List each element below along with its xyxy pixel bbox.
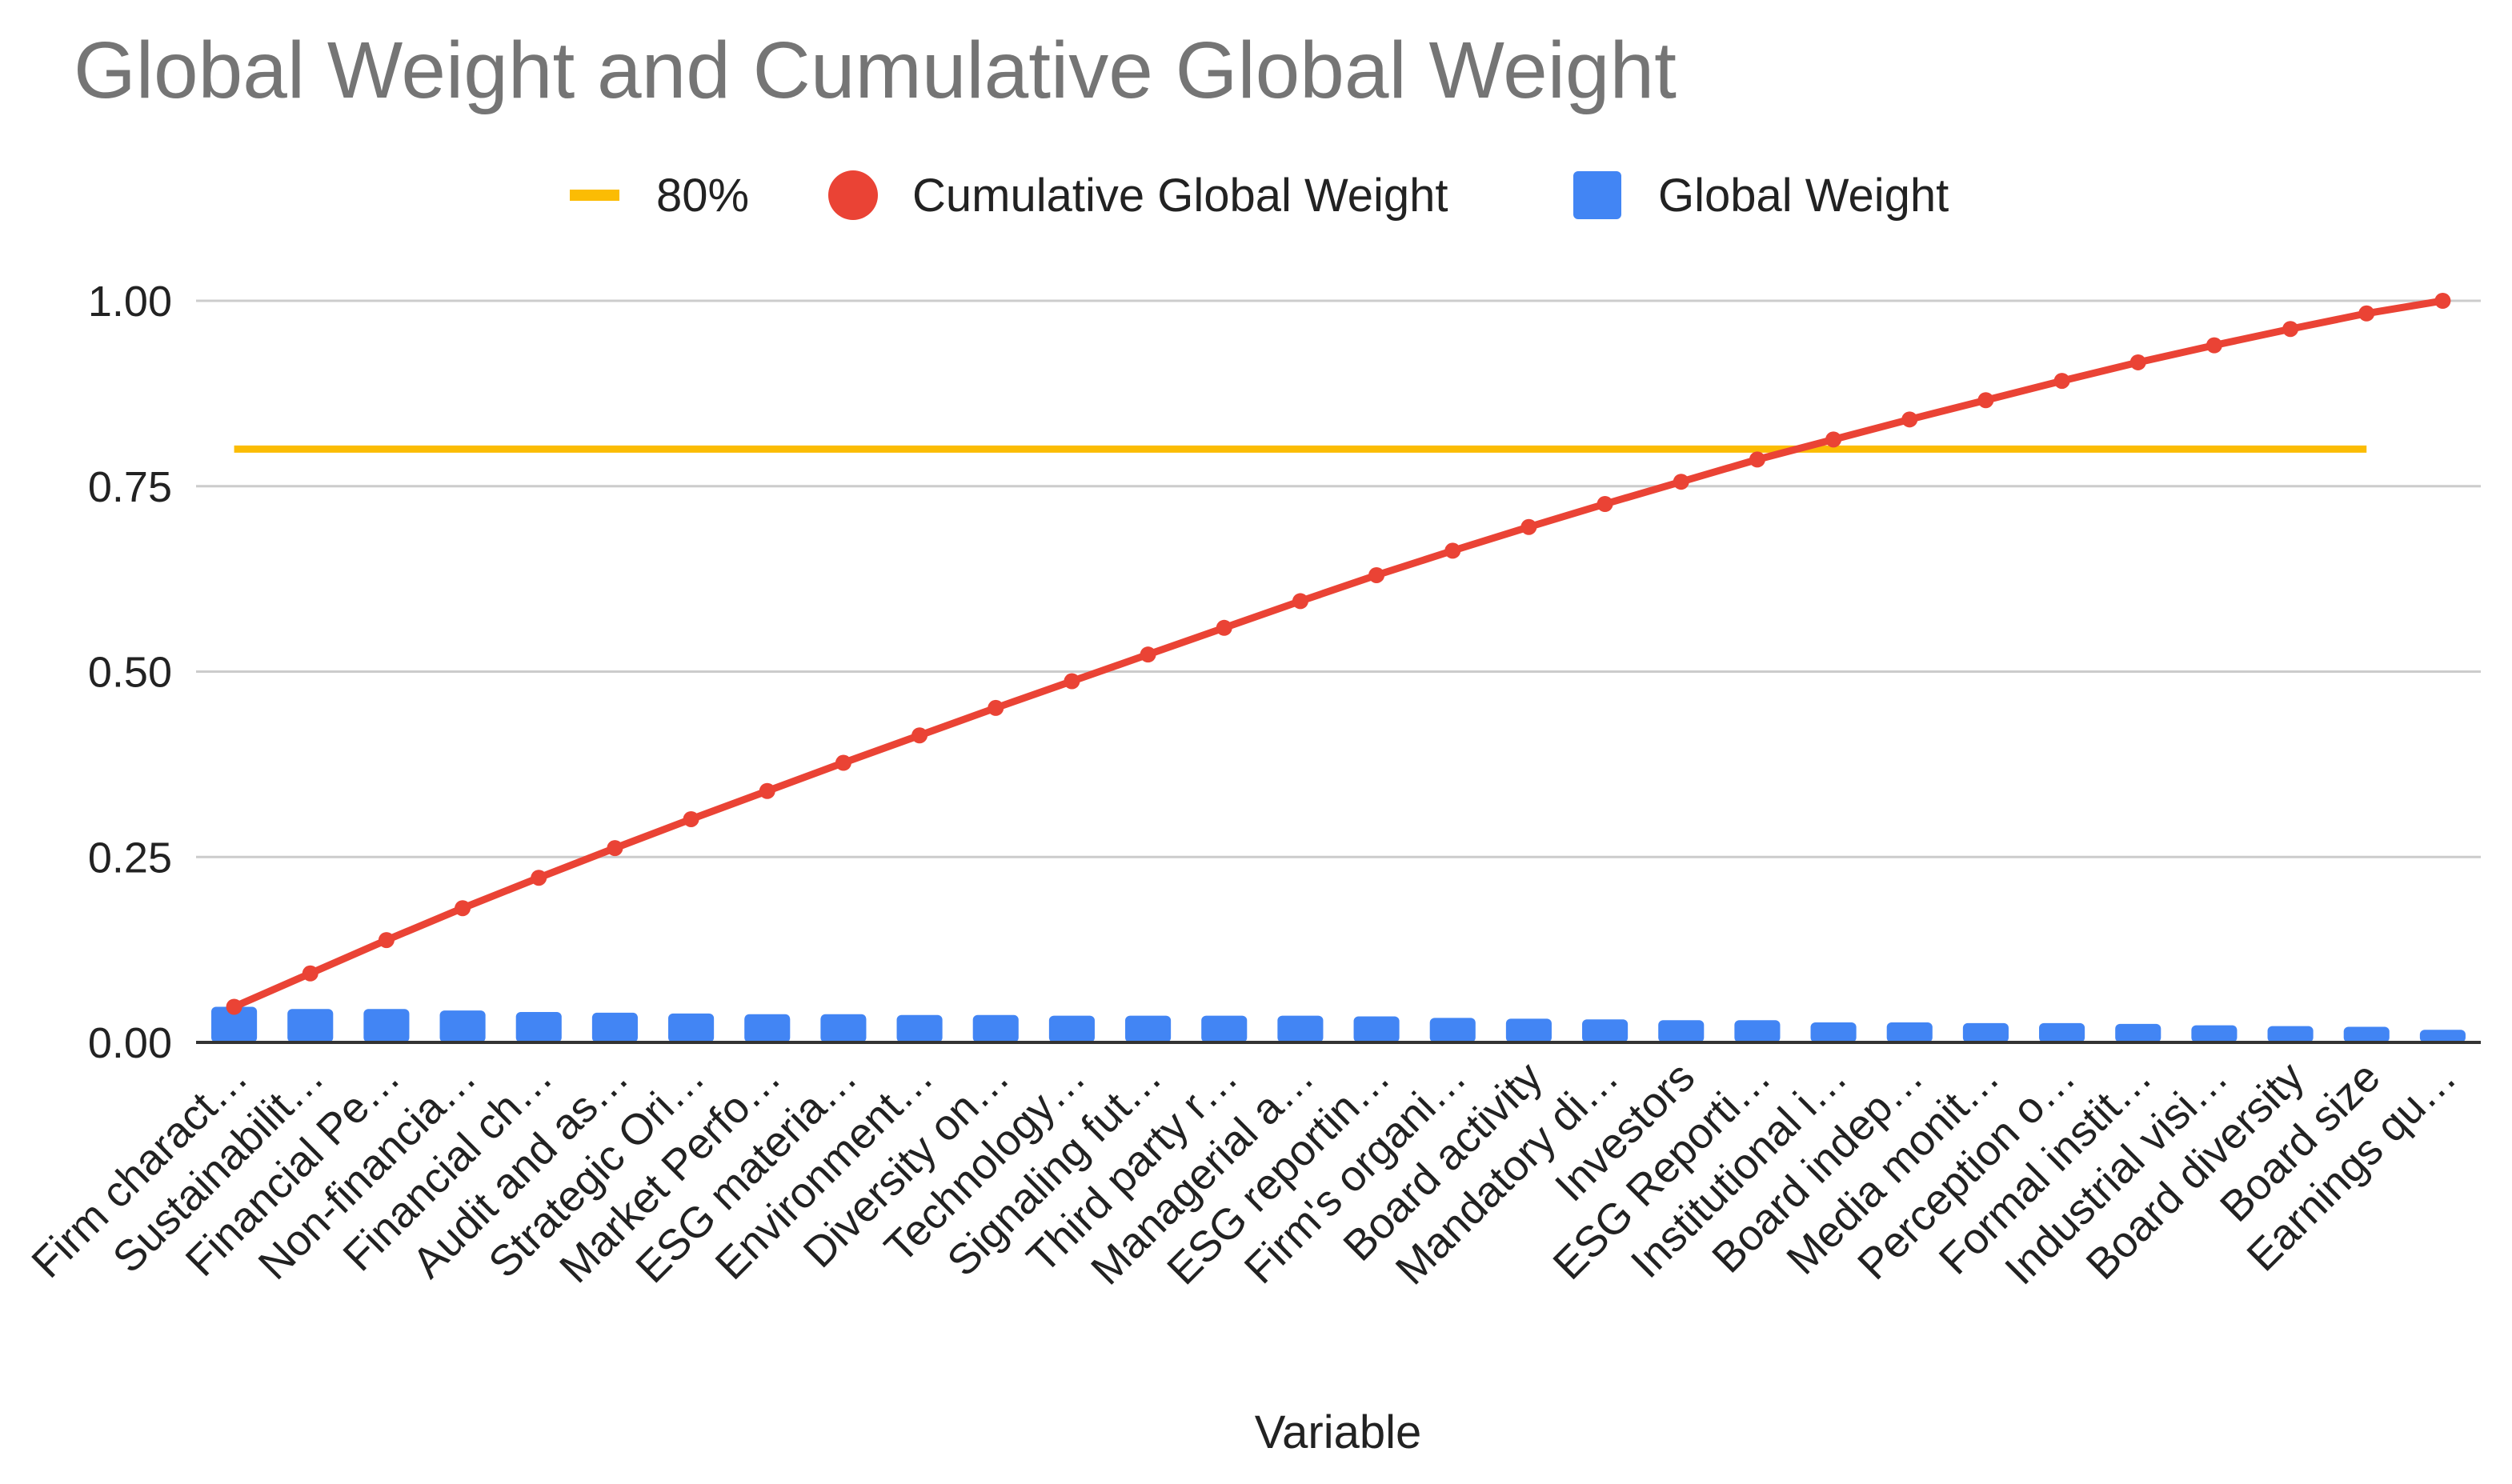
cumulative-point[interactable] bbox=[1825, 431, 1842, 448]
bar[interactable] bbox=[1048, 1015, 1095, 1042]
legend-label-80: 80% bbox=[656, 170, 749, 222]
cumulative-point[interactable] bbox=[1977, 392, 1994, 409]
cumulative-point[interactable] bbox=[226, 998, 242, 1015]
cumulative-line[interactable] bbox=[232, 297, 2444, 1010]
cumulative-point[interactable] bbox=[455, 900, 471, 917]
bar[interactable] bbox=[591, 1012, 638, 1042]
bar[interactable] bbox=[1505, 1018, 1552, 1042]
bar[interactable] bbox=[287, 1009, 334, 1042]
chart-title: Global Weight and Cumulative Global Weig… bbox=[74, 26, 1677, 115]
cumulative-point[interactable] bbox=[1064, 673, 1080, 690]
cumulative-point[interactable] bbox=[759, 782, 775, 799]
bar[interactable] bbox=[1886, 1022, 1933, 1042]
cumulative-point[interactable] bbox=[1520, 518, 1537, 535]
y-tick-label: 0.25 bbox=[88, 834, 172, 882]
bar[interactable] bbox=[2115, 1023, 2161, 1042]
bar[interactable] bbox=[1277, 1015, 1324, 1042]
bar[interactable] bbox=[2191, 1025, 2238, 1042]
bar[interactable] bbox=[1201, 1015, 1248, 1042]
cumulative-line-series[interactable] bbox=[226, 293, 2451, 1015]
cumulative-point[interactable] bbox=[1749, 451, 1765, 468]
bar[interactable] bbox=[744, 1014, 791, 1042]
cumulative-point[interactable] bbox=[988, 699, 1004, 716]
cumulative-point[interactable] bbox=[1216, 619, 1232, 636]
cumulative-point[interactable] bbox=[2206, 337, 2222, 354]
bar[interactable] bbox=[972, 1014, 1019, 1042]
y-tick-label: 0.50 bbox=[88, 649, 172, 697]
bar[interactable] bbox=[439, 1010, 486, 1042]
y-axis-ticks: 0.00 0.25 0.50 0.75 1.00 bbox=[88, 278, 172, 1067]
cumulative-point[interactable] bbox=[302, 965, 319, 982]
x-axis-title: Variable bbox=[1255, 1406, 1422, 1458]
bar[interactable] bbox=[1353, 1016, 1400, 1042]
cumulative-point[interactable] bbox=[911, 727, 928, 744]
cumulative-point[interactable] bbox=[1292, 593, 1308, 610]
y-tick-label: 0.00 bbox=[88, 1019, 172, 1067]
cumulative-point[interactable] bbox=[2358, 305, 2375, 322]
cumulative-point[interactable] bbox=[1140, 646, 1156, 663]
legend-swatch-80 bbox=[570, 190, 619, 201]
bar[interactable] bbox=[896, 1014, 943, 1042]
legend[interactable]: 80% Cumulative Global Weight Global Weight bbox=[570, 170, 1949, 222]
cumulative-point[interactable] bbox=[1597, 495, 1613, 512]
cumulative-point[interactable] bbox=[835, 754, 851, 771]
cumulative-point[interactable] bbox=[2282, 321, 2299, 338]
bar[interactable] bbox=[1429, 1018, 1476, 1042]
bar[interactable] bbox=[211, 1006, 258, 1042]
legend-label-cumulative: Cumulative Global Weight bbox=[912, 170, 1448, 222]
cumulative-point[interactable] bbox=[1673, 474, 1689, 490]
bar[interactable] bbox=[2267, 1026, 2314, 1042]
cumulative-point[interactable] bbox=[607, 840, 623, 857]
cumulative-point[interactable] bbox=[531, 870, 547, 886]
y-tick-label: 0.75 bbox=[88, 463, 172, 511]
y-tick-label: 1.00 bbox=[88, 278, 172, 326]
bar[interactable] bbox=[1125, 1015, 1172, 1042]
cumulative-point[interactable] bbox=[378, 932, 395, 949]
bar-series[interactable] bbox=[211, 1006, 2466, 1042]
cumulative-point[interactable] bbox=[2053, 373, 2070, 390]
cumulative-point[interactable] bbox=[1444, 542, 1461, 559]
bar[interactable] bbox=[1658, 1020, 1705, 1042]
cumulative-point[interactable] bbox=[2434, 293, 2451, 309]
bar[interactable] bbox=[1810, 1022, 1857, 1042]
cumulative-point[interactable] bbox=[1901, 411, 1918, 428]
bar[interactable] bbox=[515, 1011, 562, 1042]
legend-label-global: Global Weight bbox=[1658, 170, 1949, 222]
bar[interactable] bbox=[2343, 1026, 2390, 1042]
bar[interactable] bbox=[363, 1009, 410, 1042]
legend-swatch-cumulative bbox=[828, 170, 878, 220]
cumulative-point[interactable] bbox=[1368, 566, 1385, 583]
x-axis-ticks: Firm charact…Sustainabilit…Financial Pe…… bbox=[22, 1053, 2466, 1294]
legend-swatch-global bbox=[1573, 171, 1621, 219]
bar[interactable] bbox=[668, 1013, 715, 1042]
bar[interactable] bbox=[1582, 1019, 1629, 1042]
bar[interactable] bbox=[2419, 1030, 2466, 1042]
cumulative-point[interactable] bbox=[2129, 354, 2146, 370]
gridlines bbox=[196, 299, 2481, 858]
bar[interactable] bbox=[2039, 1022, 2085, 1042]
bar[interactable] bbox=[1734, 1020, 1781, 1042]
cumulative-point[interactable] bbox=[683, 810, 699, 827]
bar[interactable] bbox=[820, 1014, 867, 1042]
bar[interactable] bbox=[1962, 1022, 2009, 1042]
